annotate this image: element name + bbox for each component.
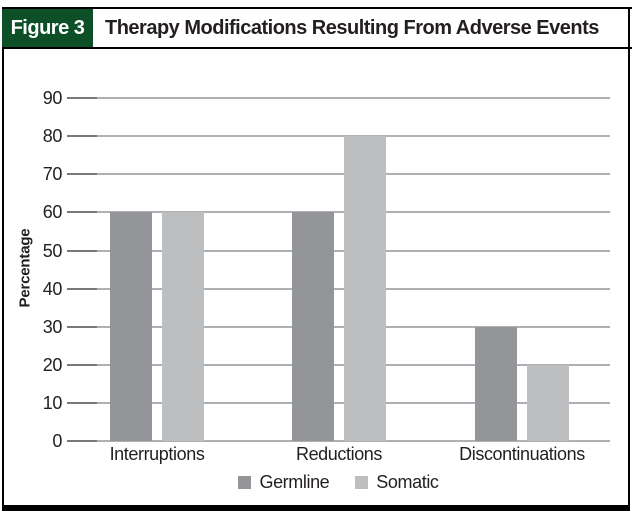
- y-tick-label-90: 90: [42, 88, 63, 109]
- y-tick-label-10: 10: [42, 392, 63, 413]
- top-rule: [2, 7, 632, 9]
- y-tick-label-80: 80: [42, 126, 63, 147]
- gridline-30: [67, 325, 610, 328]
- bar-germline-interruptions: [110, 212, 152, 441]
- gridline-60: [67, 211, 610, 214]
- legend-item-somatic: Somatic: [355, 472, 439, 492]
- chart-legend: Germline Somatic: [67, 472, 610, 492]
- y-tick-80: [67, 135, 97, 138]
- y-tick-label-50: 50: [42, 240, 63, 261]
- y-tick-label-20: 20: [42, 354, 63, 375]
- legend-item-germline: Germline: [238, 472, 330, 492]
- bar-somatic-interruptions: [162, 212, 204, 441]
- y-tick-label-30: 30: [42, 316, 63, 337]
- y-tick-30: [67, 325, 97, 328]
- y-tick-60: [67, 211, 97, 214]
- bottom-rule: [2, 505, 630, 511]
- left-rule: [2, 7, 4, 511]
- gridline-20: [67, 363, 610, 366]
- gridline-90: [67, 97, 610, 100]
- gridline-40: [67, 287, 610, 290]
- figure-number-label: Figure 3: [10, 16, 85, 39]
- x-category-label-reductions: Reductions: [295, 444, 383, 464]
- bar-germline-discontinuations: [475, 326, 517, 441]
- y-tick-label-0: 0: [52, 431, 62, 451]
- y-tick-label-70: 70: [42, 164, 63, 185]
- y-tick-40: [67, 287, 97, 290]
- gridline-0: [67, 440, 610, 442]
- gridline-50: [67, 249, 610, 252]
- legend-swatch-somatic: [355, 475, 369, 489]
- gridline-10: [67, 401, 610, 404]
- legend-swatch-germline: [238, 475, 252, 489]
- y-tick-10: [67, 401, 97, 404]
- x-category-label-interruptions: Interruptions: [109, 444, 205, 464]
- figure-title: Therapy Modifications Resulting From Adv…: [105, 16, 599, 39]
- gridline-80: [67, 135, 610, 138]
- bar-somatic-discontinuations: [527, 364, 569, 441]
- bar-somatic-reductions: [344, 136, 386, 441]
- y-tick-50: [67, 249, 97, 252]
- figure-number-badge: Figure 3: [2, 9, 93, 47]
- x-category-label-discontinuations: Discontinuations: [459, 444, 585, 464]
- bar-germline-reductions: [292, 212, 334, 441]
- y-tick-label-60: 60: [42, 202, 63, 223]
- y-tick-label-40: 40: [42, 278, 63, 299]
- legend-label-somatic: Somatic: [376, 472, 439, 492]
- y-tick-20: [67, 363, 97, 366]
- y-tick-0: [67, 440, 97, 442]
- header-divider-rule: [2, 47, 632, 49]
- y-tick-90: [67, 97, 97, 100]
- gridline-70: [67, 173, 610, 176]
- y-tick-70: [67, 173, 97, 176]
- right-rule: [628, 7, 630, 511]
- legend-label-germline: Germline: [259, 472, 330, 492]
